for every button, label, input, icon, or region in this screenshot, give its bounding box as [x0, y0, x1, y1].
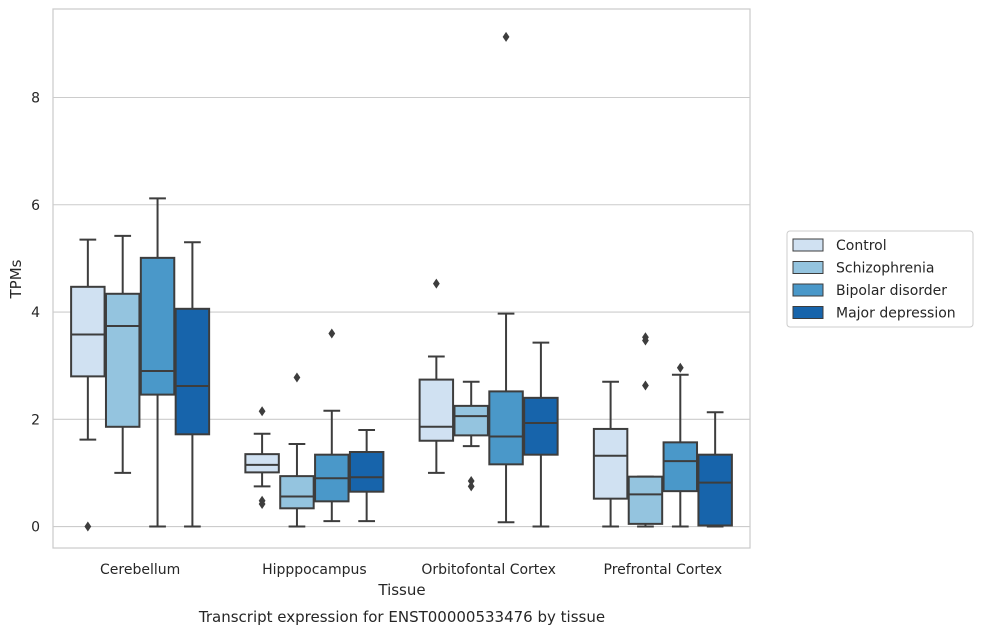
box-iqr — [279, 475, 315, 510]
chart-caption: Transcript expression for ENST0000053347… — [198, 608, 605, 626]
box-control — [418, 278, 455, 474]
x-axis-ticks: Cerebellum Hipppocampus Orbitofontal Corte… — [100, 562, 722, 578]
legend-frame — [786, 230, 974, 328]
outlier-point — [258, 499, 266, 510]
y-tick-label: 6 — [31, 198, 40, 214]
box-iqr — [697, 453, 733, 527]
outlier-point — [432, 278, 440, 289]
box-schizophrenia — [627, 332, 664, 528]
x-tick-label: Prefrontal Cortex — [604, 562, 723, 578]
box-iqr — [488, 390, 524, 466]
outlier-point — [676, 362, 684, 373]
box-major-depression — [174, 241, 211, 528]
box-bipolar-disorder — [314, 328, 350, 523]
outlier-point — [84, 521, 92, 532]
legend-label: Schizophrenia — [836, 261, 934, 277]
plot-area — [70, 31, 733, 532]
legend-label: Major depression — [836, 306, 956, 322]
box-bipolar-disorder — [488, 31, 524, 524]
box-iqr — [523, 396, 559, 456]
outlier-point — [642, 335, 649, 346]
y-tick-label: 0 — [31, 520, 40, 536]
box-major-depression — [523, 341, 559, 528]
box-iqr — [174, 307, 211, 436]
box-major-depression — [697, 411, 733, 528]
legend-label: Bipolar disorder — [836, 283, 947, 299]
box-iqr — [139, 256, 176, 396]
x-tick-label: Cerebellum — [100, 562, 180, 578]
box-iqr — [348, 450, 385, 493]
legend-swatch — [792, 306, 824, 319]
y-axis-ticks: 0 2 4 6 8 — [31, 90, 40, 535]
box-iqr — [70, 285, 106, 378]
y-tick-label: 8 — [31, 90, 40, 106]
y-tick-label: 2 — [31, 412, 40, 428]
box-iqr — [662, 441, 699, 493]
outlier-point — [467, 475, 475, 486]
y-axis-label: TPMs — [7, 259, 25, 299]
x-axis-label: Tissue — [377, 581, 425, 599]
plot-frame — [52, 8, 751, 549]
box-bipolar-disorder — [139, 197, 176, 528]
box-control — [244, 406, 280, 510]
box-iqr — [627, 475, 664, 525]
box-control — [592, 380, 629, 528]
box-iqr — [418, 378, 455, 442]
outlier-point — [642, 380, 649, 391]
outlier-point — [293, 372, 301, 383]
legend-label: Control — [836, 238, 887, 254]
legend-swatch — [792, 283, 824, 297]
x-tick-label: Hipppocampus — [262, 562, 367, 578]
legend-swatch — [792, 261, 824, 274]
outlier-point — [328, 328, 336, 339]
outlier-point — [467, 481, 475, 492]
box-iqr — [104, 292, 141, 428]
box-iqr — [453, 404, 489, 437]
box-iqr — [244, 453, 280, 474]
box-schizophrenia — [453, 380, 489, 492]
box-schizophrenia — [279, 372, 315, 528]
box-control — [70, 238, 106, 532]
box-schizophrenia — [104, 234, 141, 474]
legend: Control Schizophrenia Bipolar disorder Majo… — [786, 230, 974, 328]
outlier-point — [502, 31, 510, 42]
y-tick-label: 4 — [31, 305, 40, 321]
box-iqr — [592, 427, 629, 500]
x-tick-label: Orbitofontal Cortex — [421, 562, 556, 578]
box-bipolar-disorder — [662, 362, 699, 528]
box-major-depression — [348, 429, 385, 523]
outlier-point — [258, 406, 266, 417]
legend-swatch — [792, 238, 824, 252]
